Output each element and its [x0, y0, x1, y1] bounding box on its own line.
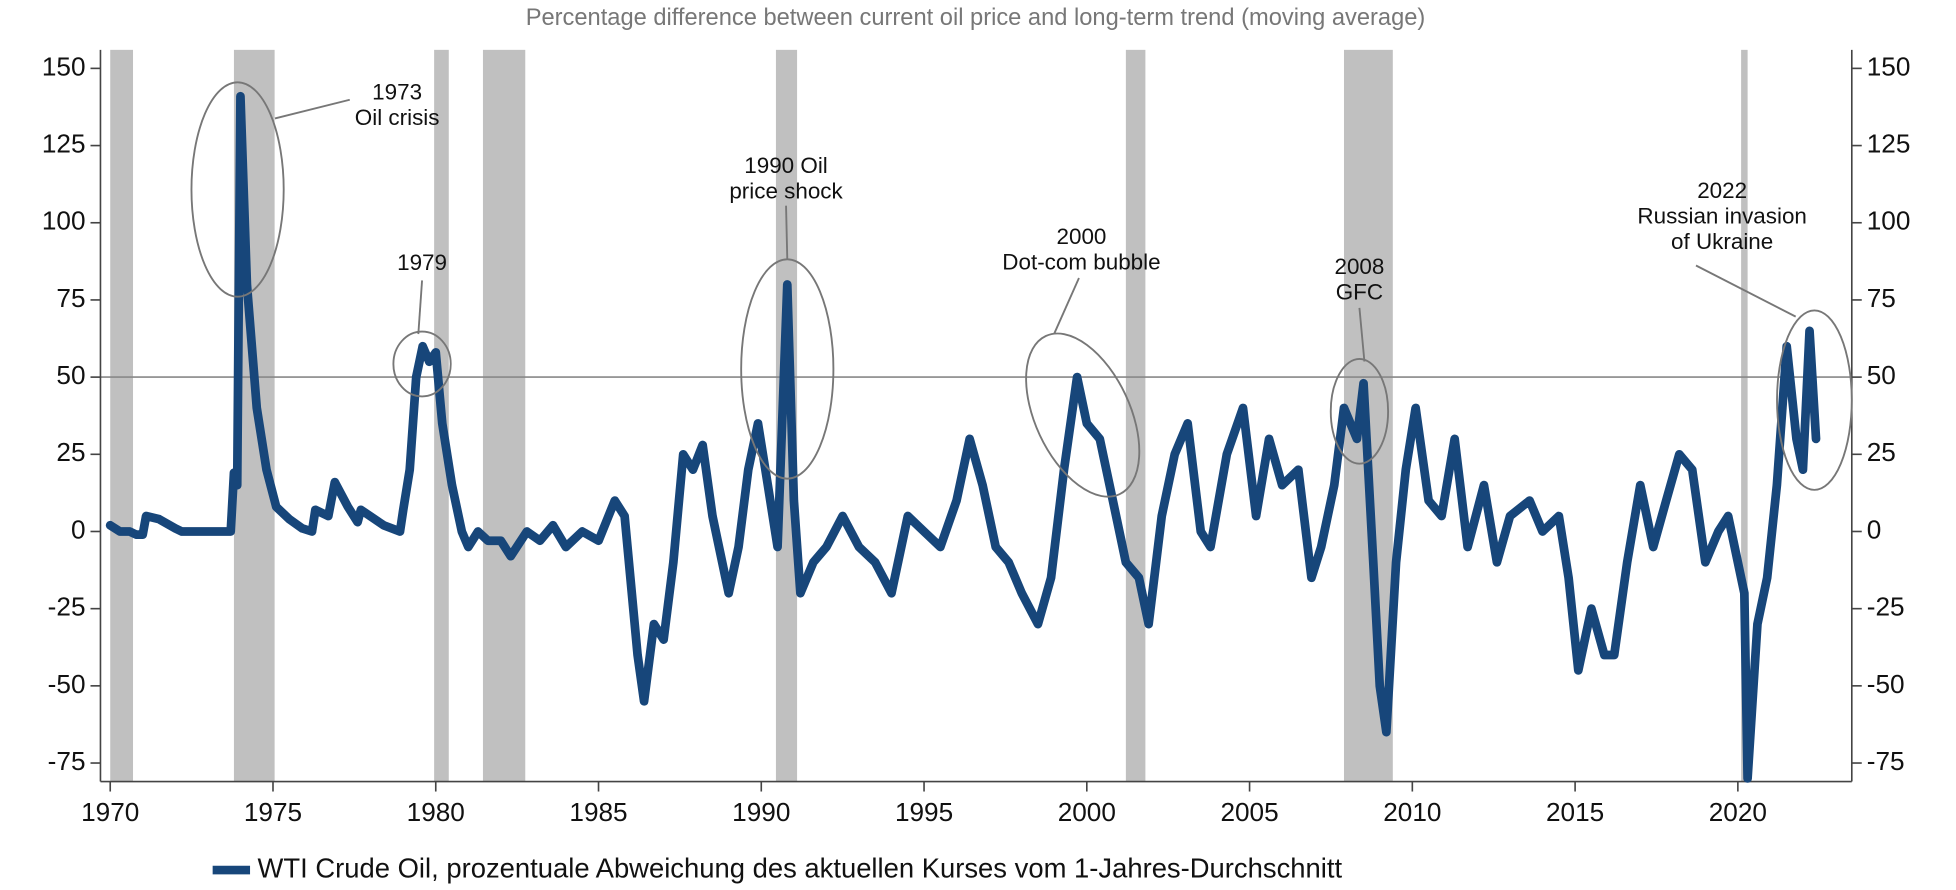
x-tick-label: 2000 — [1058, 797, 1116, 827]
y-tick-label: 50 — [56, 360, 85, 390]
annotation-text: 2000 — [1057, 224, 1107, 249]
shaded-period — [1741, 49, 1748, 782]
annotation-text: 2008 — [1334, 254, 1384, 279]
annotation-leader — [1695, 264, 1797, 318]
y-tick-label: 150 — [42, 51, 86, 81]
x-tick-label: 2015 — [1546, 797, 1604, 827]
annotation-leader — [417, 280, 423, 335]
shaded-period — [1125, 49, 1146, 782]
annotation-text: 1990 Oil — [744, 153, 828, 178]
annotation-text: GFC — [1336, 279, 1383, 304]
x-tick-label: 1990 — [732, 797, 790, 827]
annotation-text: 1979 — [397, 250, 447, 275]
shaded-period — [482, 49, 526, 782]
annotation-ellipse — [392, 330, 452, 398]
y-tick-label: -50 — [48, 669, 86, 699]
y2-tick-label: -50 — [1867, 669, 1905, 699]
x-tick-label: 2005 — [1220, 797, 1278, 827]
annotation-text: 1973 — [372, 79, 422, 104]
x-tick-label: 2010 — [1383, 797, 1441, 827]
y2-tick-label: 50 — [1867, 360, 1896, 390]
x-tick-label: 2020 — [1709, 797, 1767, 827]
annotation-leader — [1053, 277, 1080, 335]
x-tick-label: 1970 — [81, 797, 139, 827]
y-tick-label: 125 — [42, 128, 86, 158]
y-tick-label: 25 — [56, 437, 85, 467]
chart-title: Percentage difference between current oi… — [526, 5, 1426, 31]
legend-label: WTI Crude Oil, prozentuale Abweichung de… — [258, 852, 1343, 883]
annotation-leader — [1358, 307, 1366, 362]
x-tick-label: 1995 — [895, 797, 953, 827]
data-line — [105, 91, 1821, 783]
y-tick-label: -25 — [48, 592, 86, 622]
annotation-text: Oil crisis — [355, 105, 440, 130]
x-tick-label: 1985 — [569, 797, 627, 827]
y2-tick-label: 0 — [1867, 514, 1882, 544]
annotation-ellipse — [1025, 332, 1141, 498]
y2-tick-label: -75 — [1867, 746, 1905, 776]
annotation-leader — [785, 205, 789, 260]
annotation-ellipse — [1776, 309, 1853, 491]
annotation-text: of Ukraine — [1671, 229, 1773, 254]
y-tick-label: 75 — [56, 283, 85, 313]
y-tick-label: 100 — [42, 206, 86, 236]
y2-tick-label: 125 — [1867, 128, 1911, 158]
annotation-ellipse — [190, 81, 285, 298]
annotation-text: Russian invasion — [1637, 203, 1807, 228]
y2-tick-label: 100 — [1867, 206, 1911, 236]
annotation-leader — [274, 98, 350, 120]
y2-tick-label: -25 — [1867, 592, 1905, 622]
y-tick-label: -75 — [48, 746, 86, 776]
y2-tick-label: 75 — [1867, 283, 1896, 313]
annotation-ellipse — [1329, 358, 1390, 465]
x-tick-label: 1975 — [244, 797, 302, 827]
shaded-period — [110, 49, 134, 782]
y2-tick-label: 25 — [1867, 437, 1896, 467]
annotation-text: 2022 — [1697, 178, 1747, 203]
annotation-text: price shock — [729, 179, 843, 204]
y-tick-label: 0 — [71, 514, 86, 544]
annotation-text: Dot-com bubble — [1002, 250, 1160, 275]
x-tick-label: 1980 — [407, 797, 465, 827]
y2-tick-label: 150 — [1867, 51, 1911, 81]
